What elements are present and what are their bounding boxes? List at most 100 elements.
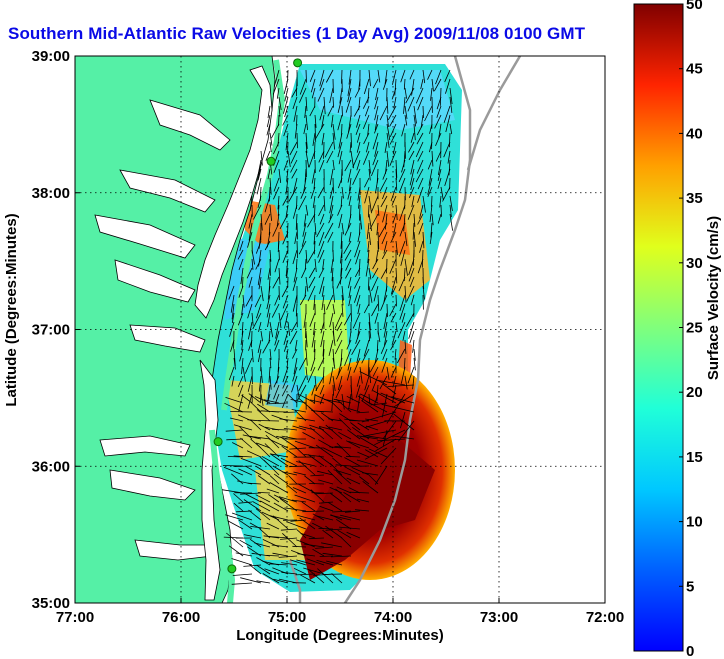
current-vector — [346, 366, 352, 381]
current-vector — [266, 114, 271, 128]
current-vector — [328, 426, 343, 431]
current-vector — [303, 312, 307, 328]
current-vector — [329, 492, 343, 503]
current-vector — [280, 436, 298, 449]
current-vector — [302, 510, 325, 513]
current-vector — [313, 321, 316, 336]
current-vector — [319, 213, 325, 225]
current-vector — [258, 276, 262, 290]
current-vector — [237, 312, 244, 326]
current-vector — [386, 258, 388, 274]
current-vector — [323, 195, 326, 212]
current-vector — [397, 321, 406, 339]
current-vector — [269, 453, 289, 458]
current-vector — [255, 258, 262, 270]
current-vector — [242, 366, 246, 382]
current-vector — [422, 285, 425, 300]
current-vector — [291, 375, 298, 393]
x-tick-label: 73:00 — [480, 609, 518, 626]
current-vector — [359, 213, 363, 230]
current-vector — [389, 132, 397, 145]
current-vector — [231, 375, 235, 387]
current-vector — [263, 459, 280, 476]
current-vector — [308, 537, 325, 540]
current-vector — [238, 501, 253, 504]
current-vector — [284, 105, 289, 118]
current-vector — [249, 522, 262, 530]
current-vector — [367, 240, 370, 253]
current-vector — [395, 321, 398, 333]
current-vector — [398, 168, 406, 183]
current-vector — [239, 426, 253, 440]
current-vector — [422, 105, 424, 119]
current-vector — [417, 96, 424, 111]
current-vector — [231, 312, 235, 324]
current-vector — [356, 294, 361, 307]
current-vector — [239, 348, 244, 362]
current-vector — [428, 168, 433, 186]
current-vector — [301, 267, 307, 279]
current-vector — [376, 222, 379, 236]
current-vector — [413, 357, 416, 371]
current-vector — [348, 487, 361, 494]
current-vector — [274, 294, 280, 306]
current-vector — [417, 150, 424, 162]
current-vector — [260, 150, 263, 166]
current-vector — [256, 177, 262, 195]
current-vector — [299, 87, 307, 103]
current-vector — [282, 366, 289, 383]
current-vector — [416, 159, 424, 174]
current-vector — [313, 240, 316, 255]
current-vector — [278, 114, 280, 126]
current-vector — [348, 441, 370, 449]
barrier-islands — [209, 59, 286, 603]
current-vector — [438, 159, 442, 176]
current-vector — [344, 510, 361, 513]
current-vector — [265, 434, 280, 449]
current-vector — [329, 366, 334, 385]
current-vector — [241, 303, 244, 316]
current-vector — [364, 449, 379, 458]
current-vector — [256, 564, 271, 575]
current-vector — [319, 69, 325, 87]
current-vector — [225, 429, 244, 432]
current-vector — [334, 339, 343, 355]
current-vector — [257, 195, 262, 208]
radar-station-marker — [213, 437, 223, 447]
inland-water-body — [109, 469, 196, 501]
current-vector — [312, 132, 316, 146]
current-vector — [269, 563, 289, 566]
current-vector — [395, 168, 397, 180]
current-vector — [382, 78, 388, 90]
current-vector — [368, 195, 372, 214]
current-vector — [352, 312, 361, 329]
current-vector — [346, 339, 352, 350]
current-vector — [247, 303, 253, 319]
current-vector — [336, 442, 352, 458]
current-vector — [292, 487, 307, 494]
current-vector — [348, 114, 352, 133]
current-vector — [256, 580, 271, 584]
current-vector — [248, 321, 253, 340]
current-vector — [267, 105, 271, 118]
current-vector — [282, 375, 289, 389]
current-vector — [409, 69, 415, 80]
current-vector — [266, 123, 271, 136]
current-vector — [272, 515, 289, 530]
current-vector — [341, 186, 344, 199]
inland-water — [94, 65, 273, 601]
current-vector — [318, 527, 334, 530]
current-vector — [305, 96, 308, 112]
current-vector — [281, 571, 298, 575]
current-vector — [402, 330, 406, 341]
current-vector — [322, 552, 343, 557]
current-vector — [312, 522, 325, 530]
current-vector — [254, 294, 262, 308]
current-vector — [294, 494, 316, 503]
current-vector — [238, 384, 244, 398]
current-vector — [411, 195, 415, 208]
current-vector — [377, 69, 381, 83]
current-vector — [314, 123, 325, 140]
current-vector — [371, 195, 379, 212]
current-vector — [357, 451, 370, 458]
